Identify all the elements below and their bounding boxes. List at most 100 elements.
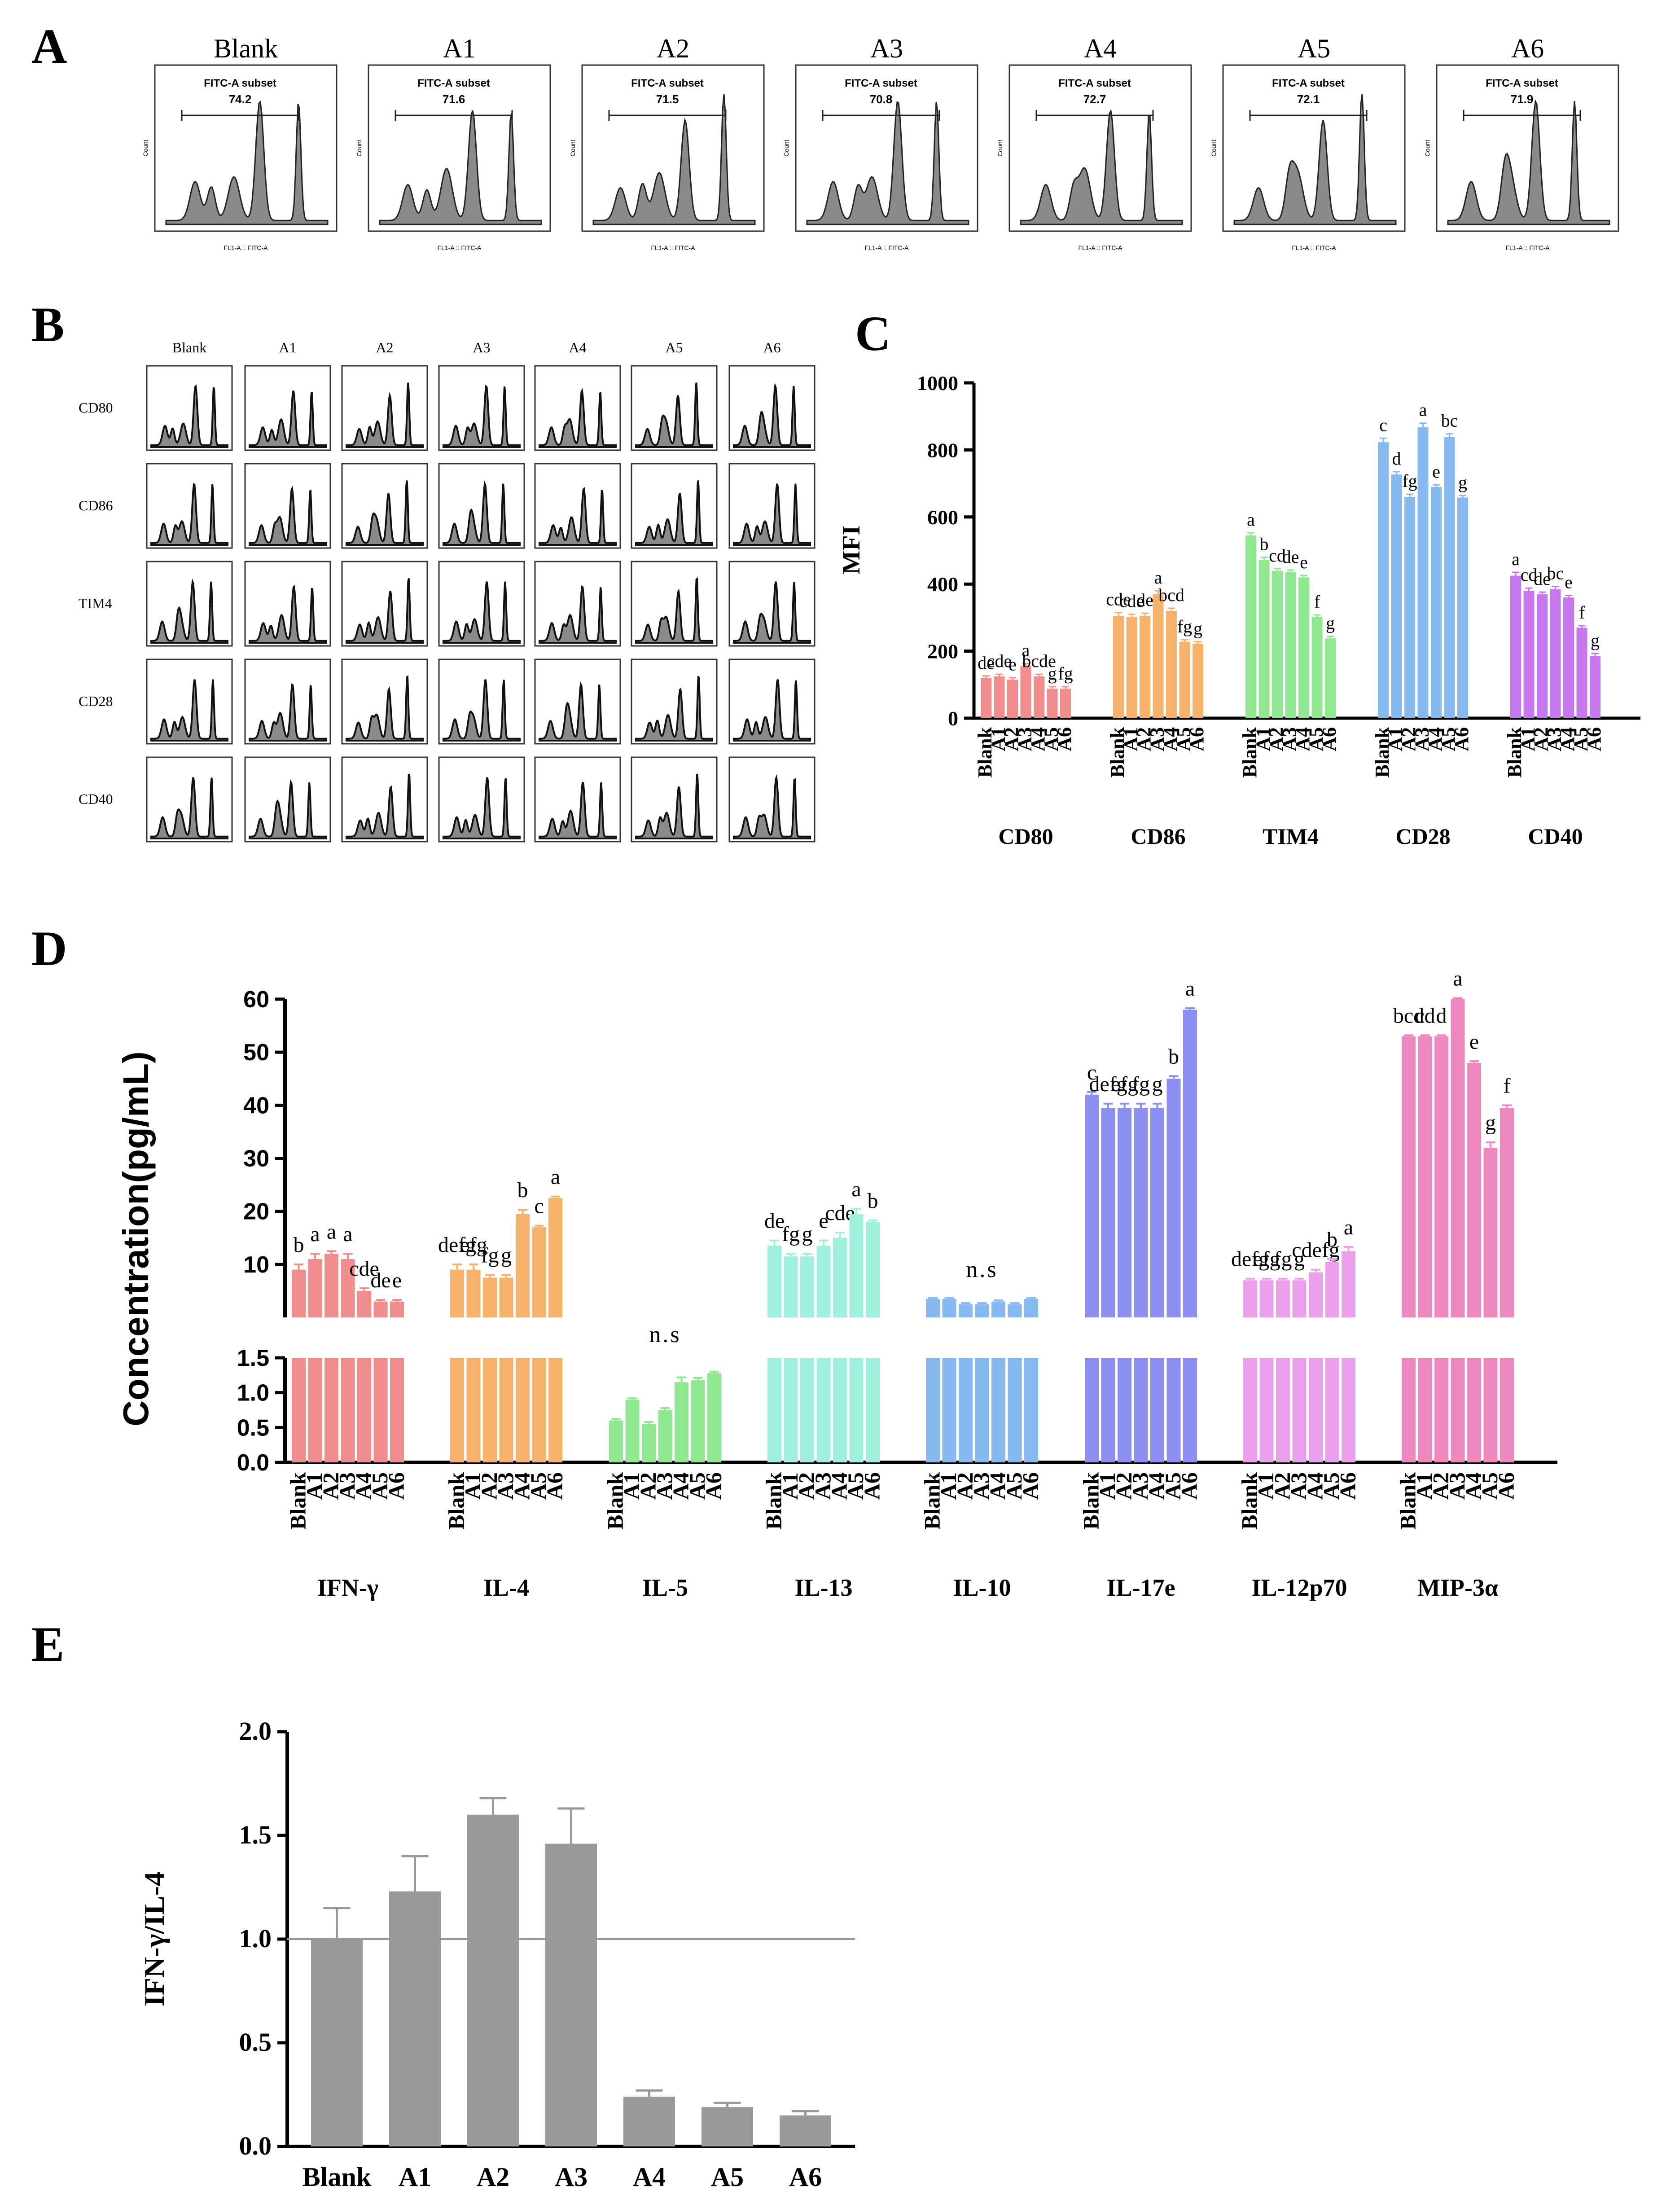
panel-b-plot-frame — [534, 463, 621, 549]
panel-c-bar — [994, 676, 1005, 718]
panel-d-bar-upper — [1134, 1108, 1148, 1317]
panel-d-bar-lower — [959, 1358, 973, 1462]
panel-d-bar-lower — [483, 1358, 497, 1462]
panel-c-significance-letter: cd — [1521, 565, 1538, 585]
panel-b-plot-frame — [341, 561, 428, 647]
panel-d-significance-letter: a — [551, 1165, 560, 1189]
panel-d-bar-upper — [516, 1214, 530, 1317]
panel-d-upper-y-tick-label: 60 — [243, 987, 269, 1013]
panel-a-histogram — [1447, 99, 1610, 225]
panel-d-bar-upper — [1325, 1261, 1339, 1317]
panel-d-category-label: A2 — [952, 1472, 978, 1500]
panel-label-c: C — [855, 306, 890, 361]
panel-c-bar — [1378, 442, 1389, 718]
panel-d-category-label: A3 — [969, 1472, 994, 1500]
panel-d-bar-lower — [1418, 1358, 1432, 1462]
panel-c-significance-letter: g — [1326, 613, 1335, 633]
panel-d-bar-lower — [308, 1358, 322, 1462]
panel-c-category-label: A1 — [1252, 727, 1274, 751]
panel-a-group-label: A4 — [1084, 34, 1117, 63]
panel-a-histogram — [592, 94, 756, 225]
panel-b-histogram — [539, 781, 617, 839]
panel-d-category-label: A5 — [843, 1472, 868, 1500]
panel-b-plot-frame — [534, 561, 621, 647]
panel-d-category-label: A6 — [701, 1472, 726, 1500]
panel-d-category-label: A3 — [1444, 1472, 1469, 1500]
panel-d-significance-letter: cdefg — [1292, 1238, 1340, 1262]
panel-c-category-label: A4 — [1159, 727, 1181, 751]
panel-b-histogram — [346, 382, 424, 448]
panel-d-category-label: A3 — [652, 1472, 677, 1500]
panel-c-significance-letter: f — [1314, 592, 1320, 612]
panel-c-group-label: CD86 — [1131, 824, 1185, 849]
panel-d-bar-lower — [466, 1358, 481, 1462]
panel-d-upper-y-tick-label: 30 — [243, 1146, 269, 1172]
panel-c-bar — [1258, 560, 1270, 718]
panel-c-y-tick-label: 0 — [948, 707, 958, 730]
panel-a-x-axis-label: FL1-A :: FITC-A — [1292, 244, 1336, 251]
panel-d-significance-letter: a — [1344, 1216, 1353, 1239]
panel-d-category-label: A5 — [1160, 1472, 1185, 1500]
panel-d-bar-upper — [1008, 1304, 1022, 1317]
panel-a-group-label: Blank — [214, 34, 278, 63]
panel-d-bar-lower — [1118, 1358, 1131, 1462]
panel-label-a: A — [31, 19, 67, 74]
panel-d-category-label: A6 — [1177, 1472, 1202, 1500]
panel-d-bar-upper — [1150, 1108, 1164, 1317]
panel-c-y-axis-title: MFI — [838, 526, 865, 575]
panel-d-upper-y-tick-label: 40 — [243, 1093, 269, 1119]
panel-d-bar-upper — [357, 1290, 371, 1317]
panel-a-gate-title: FITC-A subset — [417, 77, 490, 89]
panel-d-category-label: A3 — [1127, 1472, 1153, 1500]
panel-b-histogram — [635, 676, 713, 742]
panel-c-significance-letter: e — [1300, 552, 1308, 572]
panel-b-histogram — [635, 774, 713, 839]
panel-d-bar-upper — [1483, 1147, 1498, 1317]
panel-d-bar-upper — [926, 1299, 940, 1317]
panel-d-bar-upper — [1292, 1280, 1307, 1317]
panel-d-significance-letter: bcd — [1393, 1004, 1424, 1027]
panel-d-bar-lower — [1101, 1358, 1115, 1462]
panel-d-category-label: A5 — [367, 1472, 392, 1500]
panel-d-bar-upper — [1183, 1009, 1197, 1317]
panel-a-gate-title: FITC-A subset — [1486, 77, 1558, 89]
panel-d-significance-letter: e — [392, 1268, 402, 1292]
panel-d-bar-lower — [292, 1358, 306, 1462]
panel-d-category-label: A1 — [936, 1472, 961, 1500]
panel-c-bar — [1179, 641, 1190, 718]
panel-d-upper-y-tick-label: 10 — [243, 1252, 269, 1278]
panel-d-significance-letter: a — [1453, 967, 1462, 991]
panel-d-category-label: Blank — [444, 1472, 469, 1530]
panel-d-bar-lower — [1451, 1358, 1465, 1462]
panel-c-significance-letter: fg — [1402, 471, 1417, 491]
panel-e-bar — [311, 1939, 363, 2146]
panel-c-bar — [1444, 437, 1455, 718]
panel-c-bar — [1126, 617, 1137, 718]
panel-d-bar-lower — [1183, 1358, 1197, 1462]
panel-a-gate-title: FITC-A subset — [204, 77, 276, 89]
panel-e-category-label: A2 — [477, 2162, 509, 2192]
panel-d-category-label: A1 — [1412, 1472, 1437, 1500]
panel-c-significance-letter: bc — [1441, 411, 1458, 431]
panel-d-bar-lower — [1243, 1358, 1257, 1462]
panel-d-bar-upper — [466, 1269, 481, 1317]
panel-c-group-label: CD28 — [1395, 824, 1450, 849]
panel-c-category-label: A1 — [1120, 727, 1142, 751]
panel-b-plot-frame — [728, 463, 816, 549]
panel-c-bar — [1060, 689, 1071, 718]
panel-b-group-label: A4 — [569, 339, 586, 356]
panel-c-category-label: A3 — [1279, 727, 1301, 751]
panel-d-significance-letter: efg — [460, 1233, 487, 1257]
panel-d-bar-lower — [1134, 1358, 1148, 1462]
panel-d-upper-y-tick-label: 50 — [243, 1040, 269, 1066]
panel-b-histogram — [443, 581, 521, 644]
panel-d-category-label: A5 — [1001, 1472, 1026, 1500]
panel-d-category-label: A4 — [509, 1472, 535, 1500]
panel-c-bar — [1272, 571, 1283, 718]
panel-d-bar-lower — [784, 1358, 798, 1462]
panel-e-ratio-chart: 0.0 0.5 1.0 1.5 2.0 IFN-γ/IL-4 Blank A1 A2 A3 A4 A5… — [138, 1716, 855, 2192]
panel-d-upper-y-tick-label: 20 — [243, 1199, 269, 1225]
panel-d-category-label: Blank — [285, 1472, 311, 1530]
panel-b-histogram — [249, 390, 327, 448]
panel-c-bar — [1391, 474, 1402, 718]
